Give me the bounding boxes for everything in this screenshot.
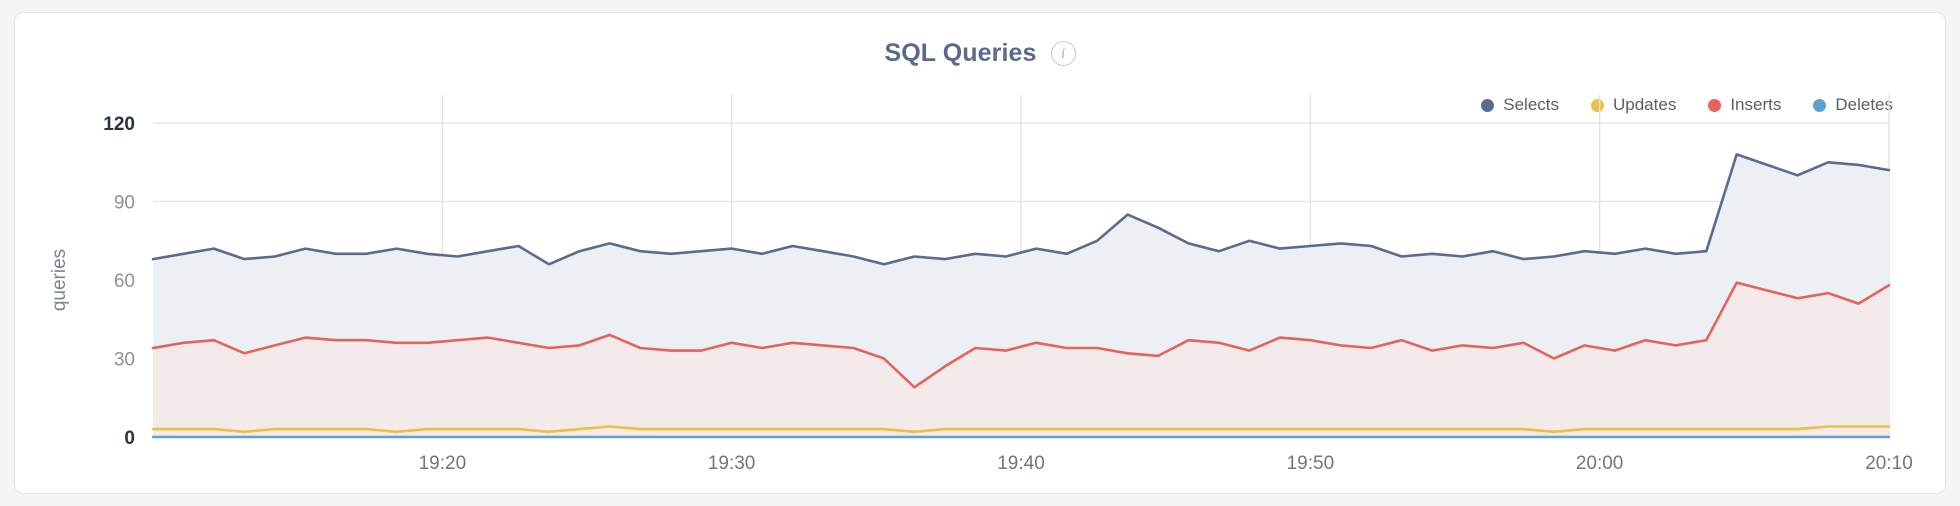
y-axis-title: queries <box>49 249 70 311</box>
x-axis-tick-label: 20:10 <box>1865 453 1913 474</box>
legend-label: Deletes <box>1835 95 1893 114</box>
legend-item-updates[interactable]: Updates <box>1591 95 1676 115</box>
series-area-inserts <box>153 282 1889 437</box>
series-line-updates[interactable] <box>151 425 1891 434</box>
legend-item-deletes[interactable]: Deletes <box>1813 95 1893 115</box>
y-axis-tick-label: 60 <box>114 271 135 292</box>
legend-swatch-deletes-icon <box>1813 98 1827 112</box>
x-axis-tick-label: 19:40 <box>997 453 1045 474</box>
legend-swatch-inserts-icon <box>1708 98 1722 112</box>
y-axis-tick-label: 0 <box>124 428 135 449</box>
legend-item-inserts[interactable]: Inserts <box>1708 95 1781 115</box>
legend-label: Inserts <box>1730 95 1782 114</box>
sql-queries-card: SQL Queries i Selects Updates Inserts Delet… <box>14 12 1946 494</box>
x-axis-tick-label: 19:20 <box>419 453 467 474</box>
y-axis-tick-label: 90 <box>114 193 135 214</box>
series-line-inserts[interactable] <box>151 281 1891 389</box>
legend-swatch-selects-icon <box>1481 98 1495 112</box>
x-axis-tick-label: 19:30 <box>708 453 756 474</box>
series-line-selects[interactable] <box>151 153 1891 266</box>
legend-label: Updates <box>1613 95 1677 114</box>
info-icon[interactable]: i <box>1050 41 1076 66</box>
sql-queries-chart[interactable]: 0 30 60 90 120 queries 19:20 19:30 19:40 19:50 20:… <box>15 13 1946 491</box>
x-axis-tick-label: 19:50 <box>1287 453 1335 474</box>
legend-label: Selects <box>1503 95 1559 114</box>
legend-item-selects[interactable]: Selects <box>1481 95 1559 115</box>
legend-swatch-updates-icon <box>1591 98 1604 112</box>
chart-plot-area: 0 30 60 90 120 queries 19:20 19:30 19:40 19:50 20:… <box>15 13 1945 493</box>
y-axis-tick-label: 30 <box>114 350 135 371</box>
x-axis-tick-label: 20:00 <box>1576 453 1624 474</box>
y-axis-tick-label: 120 <box>103 114 135 135</box>
chart-legend: Selects Updates Inserts Deletes <box>1481 95 1893 115</box>
